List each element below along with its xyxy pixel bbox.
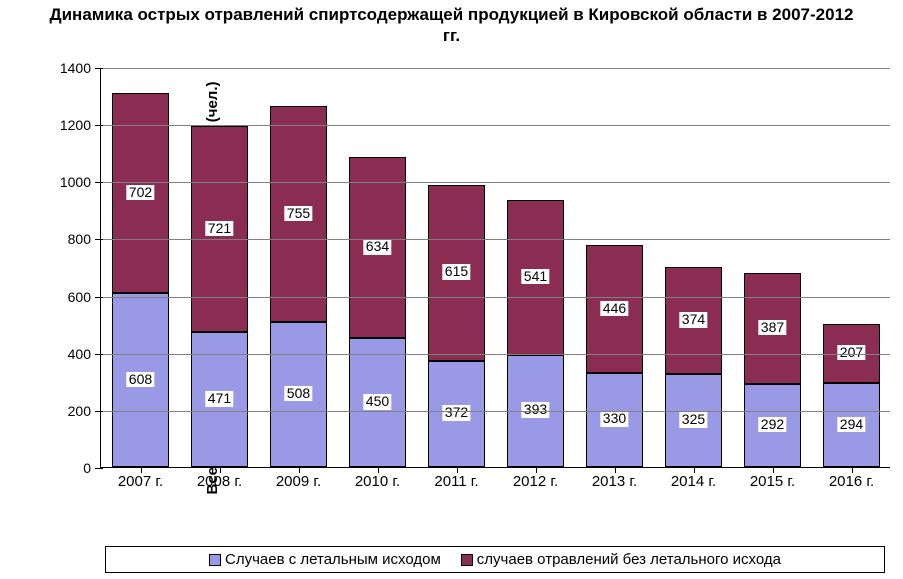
x-tick-label: 2009 г. bbox=[276, 467, 321, 490]
bar-value-label: 292 bbox=[759, 417, 786, 432]
chart-title: Динамика острых отравлений спиртсодержащ… bbox=[0, 0, 903, 47]
x-tick-label: 2015 г. bbox=[750, 467, 795, 490]
plot-region: 6087024717215087554506343726153935413304… bbox=[100, 68, 890, 468]
bar-segment-lethal: 372 bbox=[428, 361, 485, 467]
bar-value-label: 446 bbox=[601, 301, 628, 316]
bar-value-label: 721 bbox=[206, 221, 233, 236]
bar-segment-lethal: 471 bbox=[191, 332, 248, 467]
bar-segment-nonlethal: 387 bbox=[744, 273, 801, 384]
legend-item-lethal: Случаев с летальным исходом bbox=[209, 551, 441, 568]
legend-label-nonlethal: случаев отравлений без летального исхода bbox=[477, 551, 781, 568]
bar-value-label: 387 bbox=[759, 320, 786, 335]
legend: Случаев с летальным исходом случаев отра… bbox=[105, 546, 885, 573]
bar-segment-lethal: 450 bbox=[349, 338, 406, 467]
bar-segment-nonlethal: 702 bbox=[112, 93, 169, 294]
bar-segment-lethal: 608 bbox=[112, 293, 169, 467]
bar-value-label: 330 bbox=[601, 411, 628, 426]
x-tick-label: 2014 г. bbox=[671, 467, 716, 490]
y-tick-label: 1000 bbox=[60, 174, 101, 190]
legend-swatch-lethal bbox=[209, 554, 221, 566]
bar-value-label: 372 bbox=[443, 405, 470, 420]
bar-segment-lethal: 292 bbox=[744, 384, 801, 467]
bar-value-label: 471 bbox=[206, 391, 233, 406]
grid-line bbox=[101, 411, 890, 412]
bar-segment-lethal: 330 bbox=[586, 373, 643, 467]
grid-line bbox=[101, 68, 890, 69]
bar-value-label: 294 bbox=[838, 417, 865, 432]
bar-value-label: 755 bbox=[285, 206, 312, 221]
x-tick-label: 2011 г. bbox=[434, 467, 478, 490]
x-tick-label: 2007 г. bbox=[118, 467, 163, 490]
legend-label-lethal: Случаев с летальным исходом bbox=[225, 551, 441, 568]
bar-segment-nonlethal: 615 bbox=[428, 185, 485, 361]
bar-segment-nonlethal: 374 bbox=[665, 267, 722, 374]
bar-value-label: 508 bbox=[285, 386, 312, 401]
legend-item-nonlethal: случаев отравлений без летального исхода bbox=[461, 551, 781, 568]
bar-segment-nonlethal: 634 bbox=[349, 157, 406, 338]
grid-line bbox=[101, 182, 890, 183]
x-tick-label: 2008 г. bbox=[197, 467, 242, 490]
bar-value-label: 450 bbox=[364, 394, 391, 409]
bars-layer: 6087024717215087554506343726153935413304… bbox=[101, 68, 890, 467]
y-tick-label: 800 bbox=[68, 231, 101, 247]
bar-value-label: 541 bbox=[522, 269, 549, 284]
bar-value-label: 608 bbox=[127, 372, 154, 387]
y-tick-label: 600 bbox=[68, 289, 101, 305]
bar-value-label: 634 bbox=[364, 239, 391, 254]
y-tick-label: 200 bbox=[68, 403, 101, 419]
x-tick-label: 2012 г. bbox=[513, 467, 558, 490]
grid-line bbox=[101, 239, 890, 240]
bar-segment-lethal: 294 bbox=[823, 383, 880, 467]
y-tick-label: 1200 bbox=[60, 117, 101, 133]
bar-value-label: 374 bbox=[680, 312, 707, 327]
grid-line bbox=[101, 125, 890, 126]
y-tick-label: 1400 bbox=[60, 60, 101, 76]
x-tick-label: 2010 г. bbox=[355, 467, 400, 490]
bar-value-label: 615 bbox=[443, 264, 470, 279]
bar-segment-lethal: 508 bbox=[270, 322, 327, 467]
bar-segment-nonlethal: 755 bbox=[270, 106, 327, 322]
bar-segment-nonlethal: 721 bbox=[191, 126, 248, 332]
chart-area: Всего отравлений спиртсодержащей продукц… bbox=[0, 58, 903, 518]
bar-segment-lethal: 325 bbox=[665, 374, 722, 467]
y-tick-label: 400 bbox=[68, 346, 101, 362]
legend-swatch-nonlethal bbox=[461, 554, 473, 566]
bar-value-label: 702 bbox=[127, 185, 154, 200]
grid-line bbox=[101, 354, 890, 355]
x-tick-label: 2013 г. bbox=[592, 467, 637, 490]
y-tick-label: 0 bbox=[83, 460, 101, 476]
grid-line bbox=[101, 297, 890, 298]
bar-segment-nonlethal: 541 bbox=[507, 200, 564, 355]
x-tick-label: 2016 г. bbox=[829, 467, 874, 490]
bar-value-label: 325 bbox=[680, 412, 707, 427]
